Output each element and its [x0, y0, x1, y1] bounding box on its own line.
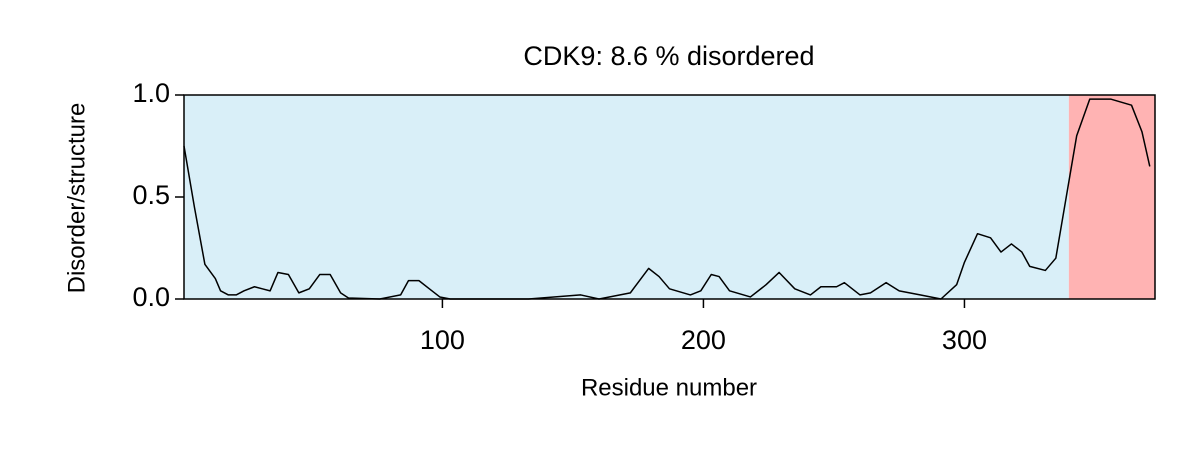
y-tick-label: 1.0	[132, 78, 170, 108]
x-tick-label: 100	[420, 325, 465, 355]
y-tick-label: 0.5	[132, 180, 170, 210]
x-tick-label: 300	[942, 325, 987, 355]
x-tick-label: 200	[681, 325, 726, 355]
chart-title: CDK9: 8.6 % disordered	[523, 41, 814, 71]
line	[183, 98, 1151, 300]
x-axis-label: Residue number	[581, 374, 757, 401]
region	[184, 95, 1069, 299]
region	[1068, 95, 1155, 299]
y-tick-label: 0.0	[132, 282, 170, 312]
y-axis-label: Disorder/structure	[63, 103, 90, 294]
